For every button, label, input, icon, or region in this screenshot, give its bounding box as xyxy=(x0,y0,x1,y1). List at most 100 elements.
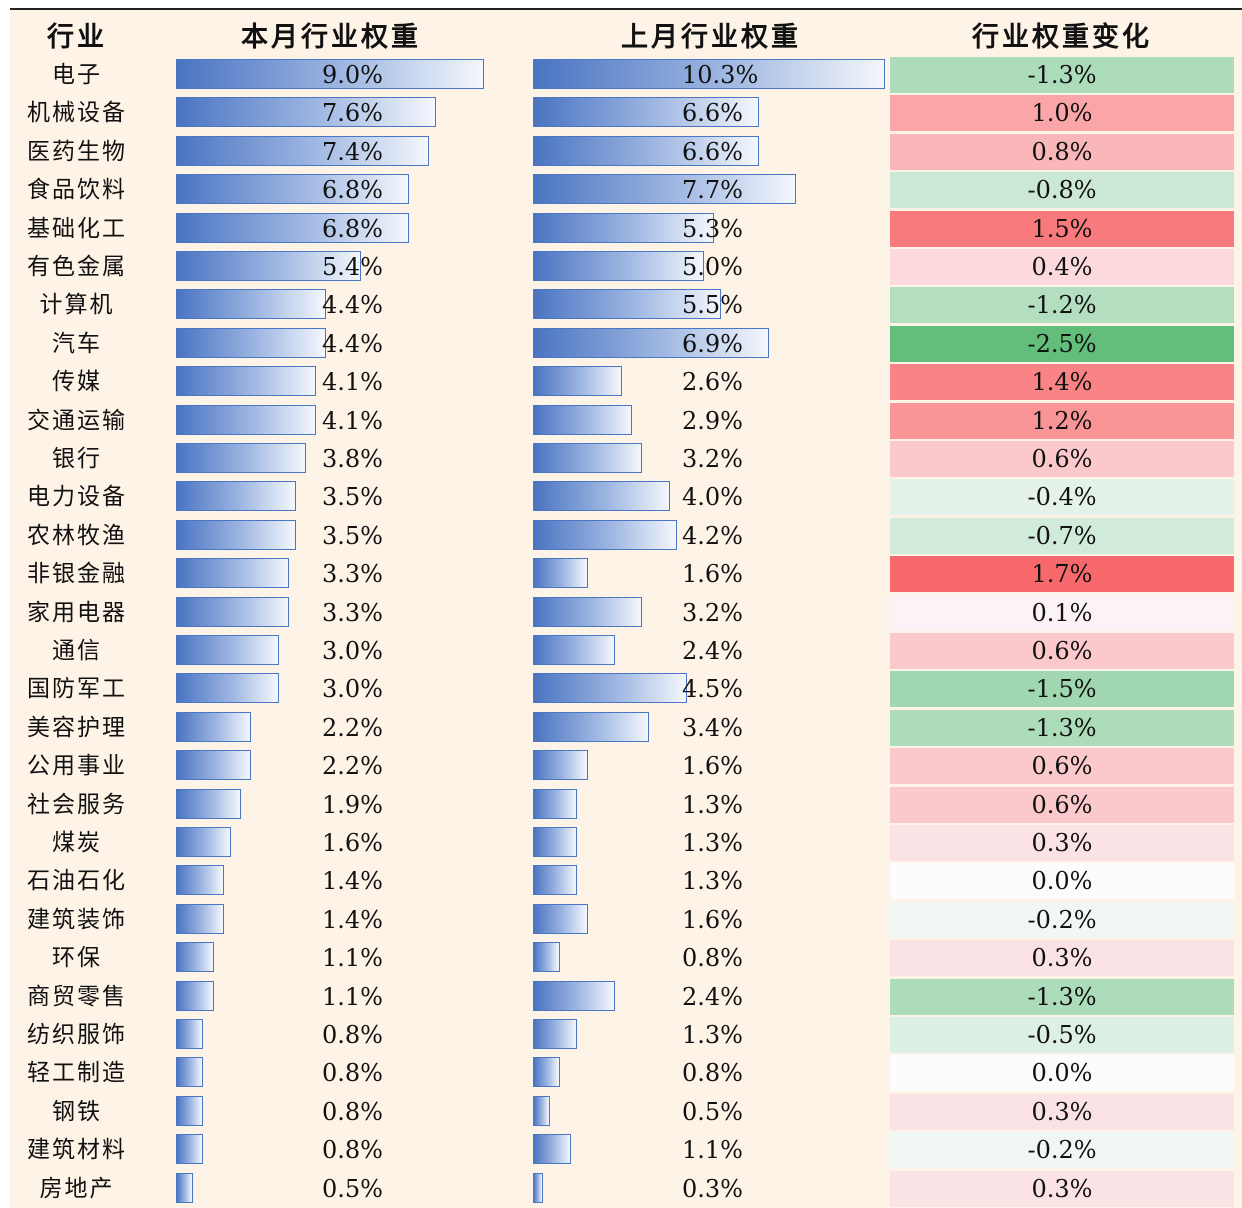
industry-label: 建筑装饰 xyxy=(27,906,127,933)
current-weight-bar xyxy=(176,59,484,89)
previous-weight-label: 1.3% xyxy=(682,1021,743,1049)
previous-weight-bar xyxy=(533,1095,551,1126)
previous-weight-bar xyxy=(533,1057,561,1088)
previous-weight-bar xyxy=(533,212,715,243)
table-row: 商贸零售 1.1% 2.4% -1.3% xyxy=(10,978,1242,1016)
weight-change-cell: 0.3% xyxy=(890,1093,1234,1130)
current-weight-bar xyxy=(176,1134,204,1165)
table-row: 建筑材料 0.8% 1.1% -0.2% xyxy=(10,1131,1242,1169)
previous-weight-label: 0.8% xyxy=(682,1059,743,1088)
current-weight-bar xyxy=(176,327,327,358)
current-weight-bar xyxy=(176,404,317,435)
previous-weight-label: 4.0% xyxy=(682,483,743,512)
current-weight-bar xyxy=(176,289,327,320)
weight-change-cell: -1.5% xyxy=(890,671,1234,708)
previous-weight-bar xyxy=(533,558,588,589)
previous-weight-label: 2.9% xyxy=(682,406,743,435)
table-row: 非银金融 3.3% 1.6% 1.7% xyxy=(10,555,1242,593)
table-row: 美容护理 2.2% 3.4% -1.3% xyxy=(10,709,1242,747)
current-weight-bar xyxy=(176,865,224,896)
header-previous-weight: 上月行业权重 xyxy=(621,22,801,53)
weight-change-cell: 1.0% xyxy=(890,95,1234,132)
current-weight-bar xyxy=(176,1095,204,1126)
weight-change-cell: -2.5% xyxy=(890,325,1234,362)
industry-label: 基础化工 xyxy=(27,215,127,242)
weight-change-cell: -0.5% xyxy=(890,1017,1234,1053)
industry-label: 美容护理 xyxy=(27,714,127,741)
industry-label: 机械设备 xyxy=(27,100,127,127)
weight-change-cell: 0.6% xyxy=(890,786,1234,823)
weight-change-cell: 1.7% xyxy=(890,556,1234,593)
previous-weight-bar xyxy=(533,750,588,781)
previous-weight-bar xyxy=(533,980,616,1011)
current-weight-label: 3.8% xyxy=(322,445,383,473)
table-row: 钢铁 0.8% 0.5% 0.3% xyxy=(10,1093,1242,1131)
previous-weight-label: 0.8% xyxy=(682,944,743,973)
table-row: 国防军工 3.0% 4.5% -1.5% xyxy=(10,670,1242,708)
previous-weight-bar xyxy=(533,827,578,857)
industry-label: 公用事业 xyxy=(27,753,127,780)
table-row: 食品饮料 6.8% 7.7% -0.8% xyxy=(10,171,1242,209)
table-row: 汽车 4.4% 6.9% -2.5% xyxy=(10,325,1242,363)
current-weight-label: 0.8% xyxy=(322,1021,383,1049)
weight-change-cell: 1.2% xyxy=(890,402,1234,439)
current-weight-bar xyxy=(176,750,252,781)
current-weight-bar xyxy=(176,788,241,819)
previous-weight-label: 1.1% xyxy=(682,1136,743,1165)
previous-weight-bar xyxy=(533,596,643,627)
industry-label: 食品饮料 xyxy=(27,177,127,204)
current-weight-label: 0.8% xyxy=(322,1059,383,1088)
previous-weight-bar xyxy=(533,942,561,973)
table-row: 纺织服饰 0.8% 1.3% -0.5% xyxy=(10,1016,1242,1054)
current-weight-label: 1.9% xyxy=(322,790,383,819)
table-row: 房地产 0.5% 0.3% 0.3% xyxy=(10,1170,1242,1208)
industry-label: 有色金属 xyxy=(27,254,127,280)
previous-weight-label: 4.2% xyxy=(682,521,743,550)
industry-label: 石油石化 xyxy=(27,868,127,895)
current-weight-bar xyxy=(176,174,409,205)
table-row: 建筑装饰 1.4% 1.6% -0.2% xyxy=(10,901,1242,939)
previous-weight-label: 3.4% xyxy=(682,713,743,742)
previous-weight-label: 1.3% xyxy=(682,867,743,896)
weight-change-cell: 0.6% xyxy=(890,633,1234,669)
previous-weight-bar xyxy=(533,174,797,205)
previous-weight-label: 6.9% xyxy=(682,329,743,358)
industry-label: 医药生物 xyxy=(27,138,127,165)
table-row: 煤炭 1.6% 1.3% 0.3% xyxy=(10,824,1242,862)
weight-change-cell: -0.2% xyxy=(890,901,1234,938)
previous-weight-label: 3.2% xyxy=(682,445,743,473)
current-weight-bar xyxy=(176,980,214,1011)
current-weight-label: 0.8% xyxy=(322,1097,383,1126)
weight-change-cell: -0.8% xyxy=(890,172,1234,209)
table-row: 交通运输 4.1% 2.9% 1.2% xyxy=(10,402,1242,440)
current-weight-label: 3.0% xyxy=(322,675,383,704)
current-weight-label: 1.4% xyxy=(322,905,383,934)
current-weight-label: 0.5% xyxy=(322,1174,383,1203)
table-row: 银行 3.8% 3.2% 0.6% xyxy=(10,440,1242,478)
current-weight-bar xyxy=(176,596,289,627)
industry-label: 传媒 xyxy=(52,369,102,396)
previous-weight-bar xyxy=(533,135,759,166)
current-weight-bar xyxy=(176,942,214,973)
industry-label: 环保 xyxy=(52,945,102,972)
previous-weight-bar xyxy=(533,404,633,435)
industry-label: 轻工制造 xyxy=(27,1060,127,1087)
header-weight-change: 行业权重变化 xyxy=(972,22,1152,53)
table-row: 计算机 4.4% 5.5% -1.2% xyxy=(10,286,1242,324)
current-weight-label: 4.1% xyxy=(322,406,383,435)
current-weight-label: 1.1% xyxy=(322,982,383,1011)
current-weight-bar xyxy=(176,827,231,857)
previous-weight-label: 1.6% xyxy=(682,560,743,589)
industry-label: 国防军工 xyxy=(27,676,127,703)
current-weight-bar xyxy=(176,673,279,704)
current-weight-label: 9.0% xyxy=(322,61,383,89)
weight-change-cell: 0.3% xyxy=(890,825,1234,861)
current-weight-label: 3.3% xyxy=(322,598,383,627)
current-weight-bar xyxy=(176,1019,204,1049)
previous-weight-label: 2.6% xyxy=(682,368,743,397)
previous-weight-bar xyxy=(533,788,578,819)
previous-weight-label: 0.3% xyxy=(682,1174,743,1203)
weight-change-cell: -0.4% xyxy=(890,479,1234,516)
weight-change-cell: 0.4% xyxy=(890,249,1234,285)
previous-weight-label: 5.0% xyxy=(682,253,743,281)
